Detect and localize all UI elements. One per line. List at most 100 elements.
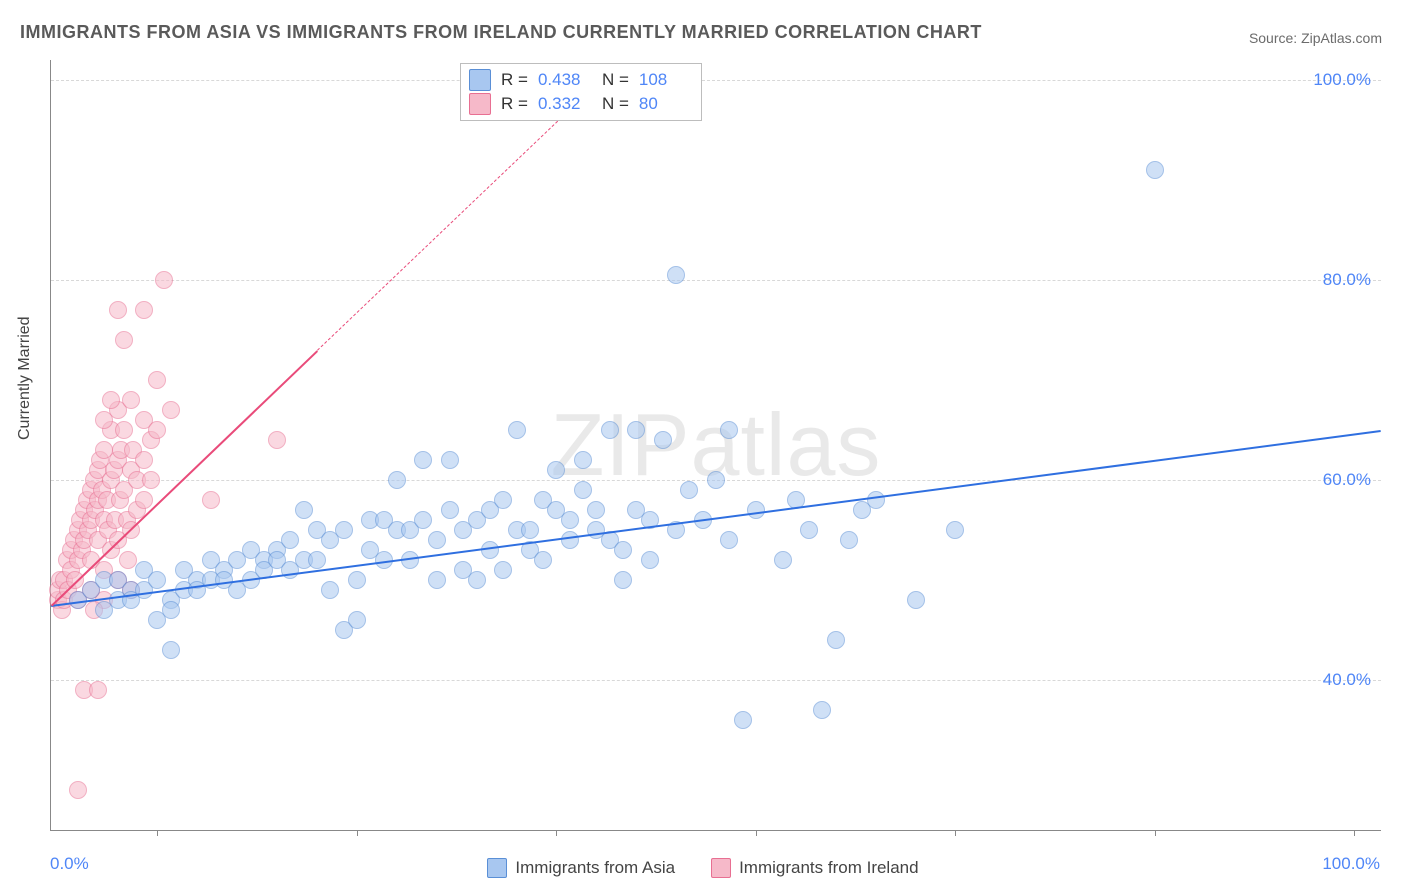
marker-ireland (119, 551, 137, 569)
gridline (51, 280, 1381, 281)
marker-asia (813, 701, 831, 719)
y-axis-label: Currently Married (16, 316, 34, 440)
marker-ireland (89, 681, 107, 699)
marker-ireland (162, 401, 180, 419)
marker-asia (534, 551, 552, 569)
marker-asia (1146, 161, 1164, 179)
marker-asia (614, 571, 632, 589)
marker-asia (428, 531, 446, 549)
marker-asia (388, 471, 406, 489)
x-tick-mark (556, 830, 557, 836)
legend-label-asia: Immigrants from Asia (515, 858, 675, 878)
y-tick-label: 60.0% (1323, 470, 1371, 490)
swatch-asia-icon (487, 858, 507, 878)
marker-asia (707, 471, 725, 489)
marker-ireland (148, 421, 166, 439)
marker-asia (720, 531, 738, 549)
source-label: Source: ZipAtlas.com (1249, 30, 1382, 46)
marker-asia (561, 511, 579, 529)
swatch-ireland-icon (711, 858, 731, 878)
marker-asia (295, 501, 313, 519)
x-tick-mark (955, 830, 956, 836)
r-value-ireland: 0.332 (538, 94, 592, 114)
swatch-asia-icon (469, 69, 491, 91)
marker-ireland (155, 271, 173, 289)
stats-row-asia: R = 0.438 N = 108 (469, 68, 693, 92)
marker-asia (574, 451, 592, 469)
marker-asia (547, 461, 565, 479)
trendline-asia (51, 430, 1381, 607)
y-tick-label: 80.0% (1323, 270, 1371, 290)
marker-asia (162, 641, 180, 659)
chart-title: IMMIGRANTS FROM ASIA VS IMMIGRANTS FROM … (20, 22, 982, 43)
marker-ireland (115, 421, 133, 439)
marker-asia (641, 551, 659, 569)
marker-ireland (102, 391, 120, 409)
marker-ireland (95, 411, 113, 429)
marker-asia (574, 481, 592, 499)
marker-asia (281, 531, 299, 549)
legend-item-asia: Immigrants from Asia (487, 858, 675, 878)
r-label: R = (501, 94, 528, 114)
r-value-asia: 0.438 (538, 70, 592, 90)
marker-ireland (115, 331, 133, 349)
n-label: N = (602, 94, 629, 114)
marker-asia (680, 481, 698, 499)
marker-ireland (135, 301, 153, 319)
marker-asia (414, 511, 432, 529)
marker-asia (561, 531, 579, 549)
marker-asia (348, 571, 366, 589)
x-tick-mark (357, 830, 358, 836)
marker-asia (428, 571, 446, 589)
marker-ireland (109, 301, 127, 319)
marker-asia (587, 501, 605, 519)
trendline-ireland-dashed (317, 90, 590, 351)
marker-ireland (69, 781, 87, 799)
marker-asia (441, 451, 459, 469)
marker-asia (734, 711, 752, 729)
marker-ireland (135, 491, 153, 509)
gridline (51, 80, 1381, 81)
marker-asia (494, 491, 512, 509)
marker-asia (827, 631, 845, 649)
marker-asia (308, 551, 326, 569)
marker-asia (601, 421, 619, 439)
marker-asia (414, 451, 432, 469)
stats-row-ireland: R = 0.332 N = 80 (469, 92, 693, 116)
stats-legend-box: R = 0.438 N = 108 R = 0.332 N = 80 (460, 63, 702, 121)
marker-asia (148, 571, 166, 589)
r-label: R = (501, 70, 528, 90)
marker-ireland (122, 391, 140, 409)
y-tick-label: 100.0% (1313, 70, 1371, 90)
swatch-ireland-icon (469, 93, 491, 115)
marker-asia (840, 531, 858, 549)
n-value-ireland: 80 (639, 94, 693, 114)
legend-label-ireland: Immigrants from Ireland (739, 858, 919, 878)
legend-item-ireland: Immigrants from Ireland (711, 858, 919, 878)
marker-ireland (142, 471, 160, 489)
n-value-asia: 108 (639, 70, 693, 90)
marker-asia (654, 431, 672, 449)
x-tick-mark (1155, 830, 1156, 836)
marker-asia (335, 521, 353, 539)
marker-asia (946, 521, 964, 539)
marker-ireland (135, 451, 153, 469)
marker-asia (720, 421, 738, 439)
marker-asia (468, 571, 486, 589)
y-tick-label: 40.0% (1323, 670, 1371, 690)
n-label: N = (602, 70, 629, 90)
marker-asia (441, 501, 459, 519)
plot-area: ZIPatlas 40.0%60.0%80.0%100.0% (50, 60, 1381, 831)
gridline (51, 680, 1381, 681)
marker-asia (162, 601, 180, 619)
marker-asia (867, 491, 885, 509)
marker-asia (627, 421, 645, 439)
marker-ireland (148, 371, 166, 389)
marker-asia (494, 561, 512, 579)
bottom-legend: Immigrants from Asia Immigrants from Ire… (0, 858, 1406, 878)
marker-ireland (202, 491, 220, 509)
x-tick-mark (157, 830, 158, 836)
marker-ireland (268, 431, 286, 449)
x-tick-mark (756, 830, 757, 836)
marker-asia (774, 551, 792, 569)
